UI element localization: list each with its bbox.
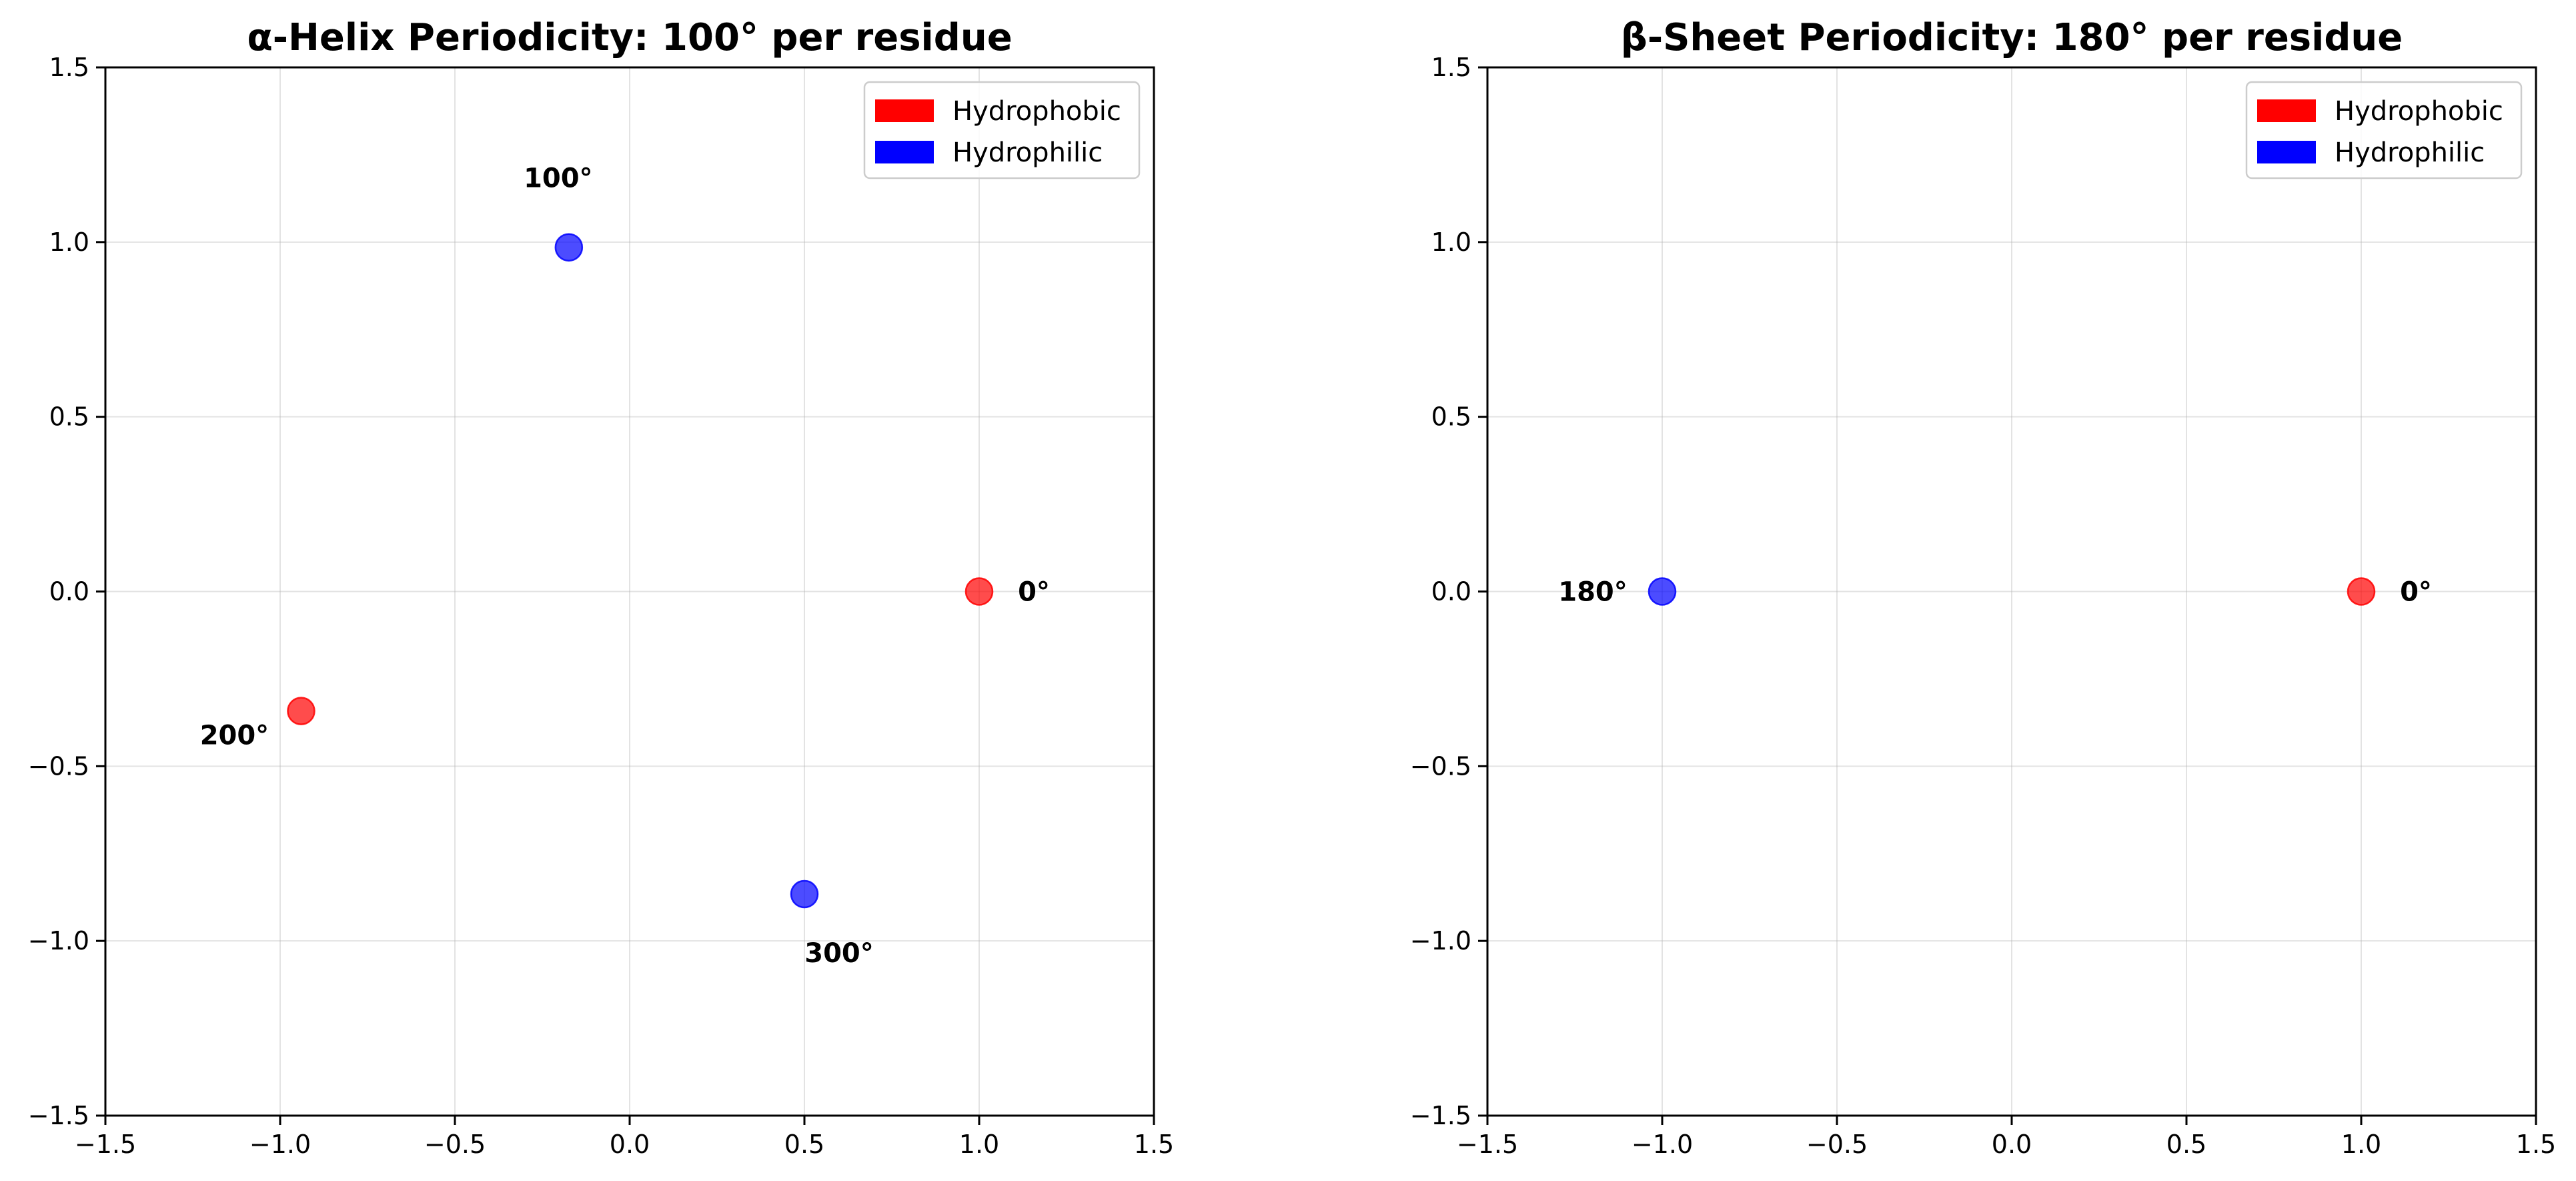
y-tick-label: 0.0 — [49, 577, 89, 607]
x-tick-label: 0.0 — [610, 1130, 650, 1159]
point-label: 100° — [524, 163, 593, 194]
point-label: 180° — [1558, 577, 1628, 608]
legend-label: Hydrophobic — [2335, 96, 2503, 127]
data-point-hydrophobic — [2347, 577, 2376, 606]
x-tick-label: −1.5 — [1457, 1130, 1518, 1159]
data-point-hydrophilic — [554, 233, 584, 262]
data-point-hydrophilic — [790, 879, 819, 909]
chart-title: β-Sheet Periodicity: 180° per residue — [1621, 16, 2403, 59]
y-tick-label: −1.5 — [28, 1101, 89, 1130]
legend-swatch-hydrophobic — [2257, 99, 2316, 122]
point-label: 300° — [804, 938, 874, 969]
data-point-hydrophobic — [964, 577, 994, 606]
y-tick-label: 0.5 — [1431, 402, 1471, 432]
x-tick-label: −1.0 — [1632, 1130, 1693, 1159]
y-tick-label: 1.5 — [1431, 53, 1471, 82]
y-tick-label: −1.0 — [28, 926, 89, 955]
x-tick-label: 1.0 — [2341, 1130, 2381, 1159]
beta-sheet-panel: −1.5 −1.0 −0.5 0.0 0.5 1.0 1.5 −1.5 −1.0 −0.5 0.0 0… — [1410, 16, 2557, 1159]
y-tick-label: 0.0 — [1431, 577, 1471, 607]
legend-swatch-hydrophobic — [875, 99, 934, 122]
legend-swatch-hydrophilic — [2257, 141, 2316, 163]
y-tick-label: −0.5 — [28, 751, 89, 781]
x-tick-label: 1.5 — [1134, 1130, 1174, 1159]
legend-label: Hydrophobic — [952, 96, 1121, 127]
y-tick-label: 1.5 — [49, 53, 89, 82]
point-label: 200° — [200, 721, 269, 751]
y-tick-label: 1.0 — [49, 228, 89, 257]
x-tick-label: −1.5 — [75, 1130, 136, 1159]
legend-label: Hydrophilic — [2335, 137, 2485, 168]
point-label: 0° — [1018, 577, 1050, 608]
x-tick-label: 1.0 — [959, 1130, 999, 1159]
x-tick-label: −0.5 — [1806, 1130, 1868, 1159]
x-tick-label: 0.5 — [784, 1130, 824, 1159]
y-tick-label: −0.5 — [1410, 751, 1471, 781]
x-tick-label: −1.0 — [249, 1130, 311, 1159]
x-tick-label: 0.0 — [1992, 1130, 2032, 1159]
y-tick-label: −1.0 — [1410, 926, 1471, 955]
legend-label: Hydrophilic — [952, 137, 1103, 168]
x-tick-label: 1.5 — [2516, 1130, 2556, 1159]
point-label: 0° — [2400, 577, 2432, 608]
x-tick-label: −0.5 — [424, 1130, 486, 1159]
x-tick-label: 0.5 — [2166, 1130, 2206, 1159]
chart-title: α-Helix Periodicity: 100° per residue — [247, 16, 1012, 59]
y-tick-label: 0.5 — [49, 402, 89, 432]
data-point-hydrophobic — [287, 697, 315, 725]
data-point-hydrophilic — [1648, 577, 1677, 606]
y-tick-label: −1.5 — [1410, 1101, 1471, 1130]
legend-swatch-hydrophilic — [875, 141, 934, 163]
alpha-helix-panel: −1.5 −1.0 −0.5 0.0 0.5 1.0 1.5 −1.5 −1.0 −0.5 0.0 0… — [28, 16, 1175, 1159]
y-tick-label: 1.0 — [1431, 228, 1471, 257]
